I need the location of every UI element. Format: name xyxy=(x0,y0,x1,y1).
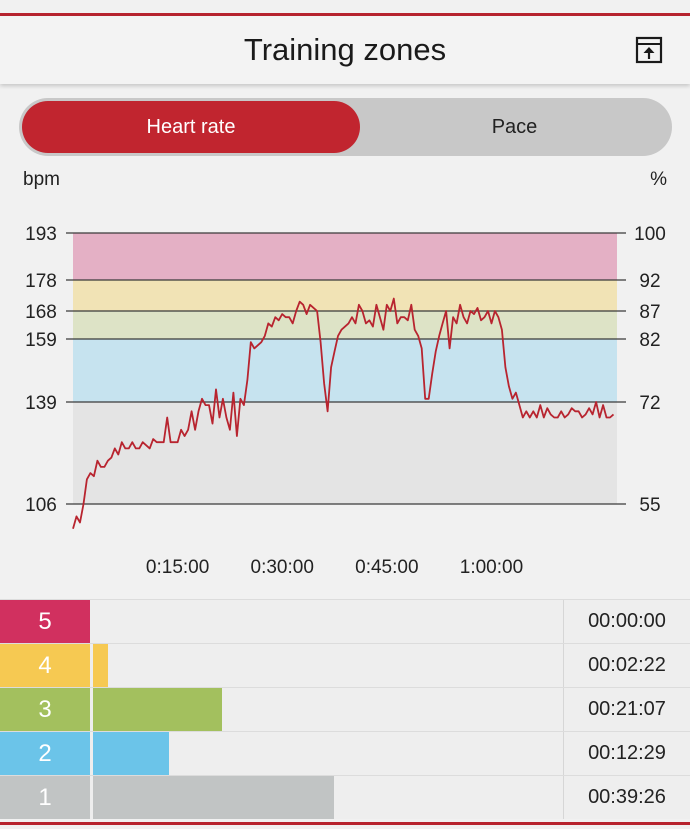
x-tick-label: 1:00:00 xyxy=(460,557,523,578)
zone-time-bar xyxy=(93,732,169,775)
zone-divider xyxy=(563,776,564,819)
zone-band-2 xyxy=(73,339,617,402)
zone-number: 1 xyxy=(0,776,90,819)
zone-band-3 xyxy=(73,311,617,339)
y-tick-label-pct: 87 xyxy=(639,302,660,323)
zone-duration: 00:39:26 xyxy=(588,786,666,808)
tab-heart-rate[interactable]: Heart rate xyxy=(22,101,360,153)
zone-number: 4 xyxy=(0,644,90,687)
y-tick-label-pct: 55 xyxy=(639,495,660,516)
right-unit-label: % xyxy=(650,169,667,190)
left-unit-label: bpm xyxy=(23,169,60,190)
zone-time-bar xyxy=(93,776,334,819)
y-tick-label-bpm: 139 xyxy=(25,393,57,414)
y-tick-label-bpm: 168 xyxy=(25,302,57,323)
metric-toggle: Heart rate Pace xyxy=(19,98,672,156)
share-export-icon xyxy=(635,36,663,64)
zone-duration: 00:12:29 xyxy=(588,742,666,764)
zone-band-4 xyxy=(73,280,617,311)
y-tick-label-bpm: 106 xyxy=(25,495,57,516)
y-tick-label-bpm: 159 xyxy=(25,330,57,351)
x-tick-label: 0:45:00 xyxy=(355,557,418,578)
zone-duration: 00:21:07 xyxy=(588,698,666,720)
y-tick-label-pct: 92 xyxy=(639,271,660,292)
heart-rate-line xyxy=(72,297,615,529)
zone-duration: 00:02:22 xyxy=(588,654,666,676)
top-accent-line xyxy=(0,13,690,16)
tab-pace[interactable]: Pace xyxy=(491,115,538,138)
heart-rate-chart: bpm % 193 100 178 92 168 87 159 82 139 72 106 55 0:15:… xyxy=(23,169,667,578)
zone-number: 5 xyxy=(0,600,90,643)
x-tick-label: 0:15:00 xyxy=(146,557,209,578)
zone-number: 2 xyxy=(0,732,90,775)
share-button[interactable] xyxy=(635,36,663,64)
bottom-accent-line xyxy=(0,822,690,825)
zone-band-1 xyxy=(73,402,617,504)
zone-row-3: 3 00:21:07 xyxy=(0,687,690,731)
zone-row-1: 1 00:39:26 xyxy=(0,775,690,819)
zone-row-4: 4 00:02:22 xyxy=(0,643,690,687)
y-tick-label-bpm: 178 xyxy=(25,271,57,292)
header-bar: Training zones xyxy=(0,16,690,84)
page-title: Training zones xyxy=(243,32,447,67)
y-tick-label-pct: 100 xyxy=(634,224,666,245)
zone-row-2: 2 00:12:29 xyxy=(0,731,690,775)
zone-time-list: 5 00:00:00 4 00:02:22 3 00:21:07 2 00:12:29 1 00:… xyxy=(0,599,690,819)
zone-band-5 xyxy=(73,233,617,280)
y-tick-label-pct: 72 xyxy=(639,393,660,414)
zone-number: 3 xyxy=(0,688,90,731)
zone-row-5: 5 00:00:00 xyxy=(0,599,690,643)
zone-divider xyxy=(563,688,564,731)
zone-time-bar xyxy=(93,644,108,687)
y-tick-label-bpm: 193 xyxy=(25,224,57,245)
zone-divider xyxy=(563,732,564,775)
zone-divider xyxy=(563,644,564,687)
y-tick-label-pct: 82 xyxy=(639,330,660,351)
x-tick-label: 0:30:00 xyxy=(251,557,314,578)
zone-time-bar xyxy=(93,688,222,731)
zone-duration: 00:00:00 xyxy=(588,610,666,632)
zone-divider xyxy=(563,600,564,643)
